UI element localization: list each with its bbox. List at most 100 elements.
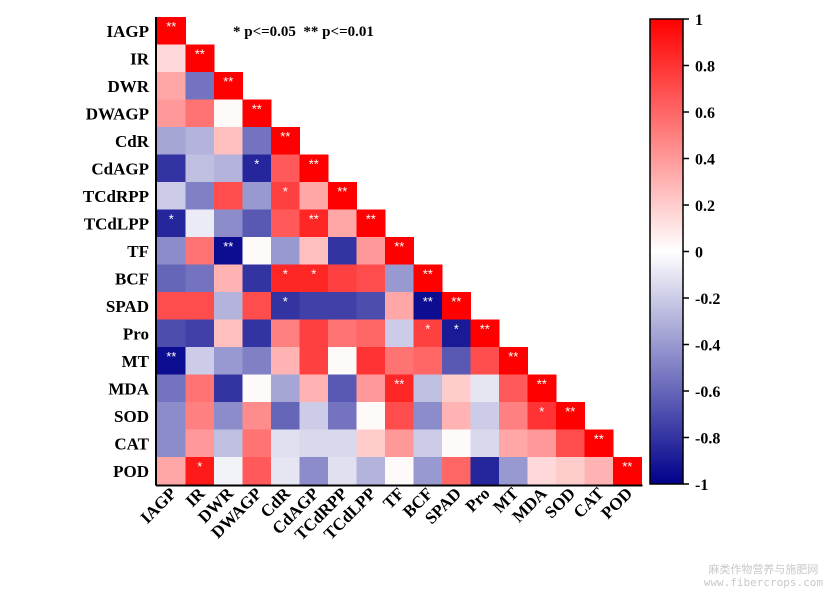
heatmap-cell — [299, 429, 329, 458]
heatmap-cell — [185, 319, 215, 348]
heatmap-cell — [157, 402, 186, 430]
heatmap-cell — [413, 374, 443, 403]
heatmap-cell — [470, 429, 500, 458]
heatmap-cell — [214, 182, 243, 210]
heatmap-cell — [185, 374, 215, 403]
heatmap-cell — [356, 402, 386, 430]
y-tick-label: DWR — [107, 77, 149, 96]
heatmap-cell — [499, 402, 528, 430]
heatmap-cell — [157, 44, 186, 73]
heatmap-cell — [242, 154, 272, 183]
heatmap-cell — [499, 374, 528, 403]
significance-star: ** — [480, 322, 490, 337]
heatmap-cell — [157, 319, 186, 348]
heatmap-cell — [385, 292, 414, 320]
heatmap-cell — [214, 209, 243, 238]
watermark-line1: 麻类作物营养与施肥网 — [708, 563, 819, 576]
heatmap-cell — [271, 209, 300, 238]
heatmap-cell — [356, 237, 386, 265]
heatmap-cell — [328, 374, 357, 403]
heatmap-cell — [499, 347, 528, 375]
heatmap-cell — [499, 429, 528, 458]
y-tick-label: TCdRPP — [83, 187, 149, 206]
significance-star: * — [254, 157, 259, 172]
heatmap-cell — [185, 457, 215, 485]
heatmap-cell — [157, 292, 186, 320]
heatmap-cell — [328, 292, 357, 320]
heatmap-cell — [185, 127, 215, 155]
colorbar-tick-label: 0.4 — [695, 152, 715, 169]
heatmap-cell — [613, 457, 642, 485]
significance-star: ** — [423, 267, 433, 282]
heatmap-cell — [242, 347, 272, 375]
heatmap-cell — [413, 319, 443, 348]
heatmap-cell — [214, 374, 243, 403]
heatmap-cell — [242, 402, 272, 430]
significance-star: * — [283, 294, 288, 309]
significance-star: * — [169, 212, 174, 227]
heatmap-cell — [385, 264, 414, 293]
heatmap-cell — [527, 402, 557, 430]
heatmap-cell — [442, 429, 471, 458]
heatmap-cell — [442, 457, 471, 485]
heatmap-cell — [157, 99, 186, 128]
heatmap-cell — [584, 457, 614, 485]
colorbar-ticks: 1 0.8 0.6 0.4 0.2 0 -0.2 -0.4 -0.6 -0.8 -1 — [683, 12, 720, 494]
heatmap-cell — [271, 402, 300, 430]
heatmap-cell — [299, 182, 329, 210]
heatmap-cell — [185, 347, 215, 375]
heatmap-cell — [271, 347, 300, 375]
significance-star: * — [454, 322, 459, 337]
heatmap-cell — [242, 209, 272, 238]
y-tick-label: IAGP — [107, 22, 150, 41]
heatmap-cell — [242, 457, 272, 485]
colorbar-gradient — [649, 18, 684, 485]
heatmap-cell — [157, 264, 186, 293]
heatmap-cell — [328, 457, 357, 485]
heatmap-cell — [527, 374, 557, 403]
heatmap-cell — [413, 264, 443, 293]
y-tick-label: MT — [122, 352, 150, 371]
heatmap-cell — [413, 429, 443, 458]
significance-legend: * p<=0.05 ** p<=0.01 — [233, 24, 374, 40]
significance-star: ** — [622, 459, 632, 474]
heatmap-cell — [328, 347, 357, 375]
heatmap-cell — [185, 44, 215, 73]
colorbar-tick-label: 0.2 — [695, 198, 715, 215]
heatmap-cell — [242, 127, 272, 155]
y-tick-label: BCF — [115, 269, 149, 288]
heatmap-cell — [185, 182, 215, 210]
heatmap-cell — [242, 264, 272, 293]
heatmap-cell — [157, 374, 186, 403]
heatmap-cell — [413, 347, 443, 375]
significance-star: * — [311, 267, 316, 282]
heatmap-cell — [271, 182, 300, 210]
heatmap-cell — [385, 319, 414, 348]
heatmap-cell — [299, 347, 329, 375]
heatmap-cell — [242, 429, 272, 458]
colorbar-tick-label: -1 — [695, 477, 708, 494]
significance-star: * — [425, 322, 430, 337]
y-tick-labels: IAGP IR DWR DWAGP CdR CdAGP TCdRPP TCdLPP TF BCF S… — [83, 22, 150, 481]
heatmap-cell — [356, 347, 386, 375]
heatmap-cell — [242, 237, 272, 265]
heatmap-cell — [271, 237, 300, 265]
heatmap-cell — [356, 319, 386, 348]
heatmap-cell — [299, 319, 329, 348]
heatmap-cell — [157, 72, 186, 100]
heatmap-cell — [442, 374, 471, 403]
y-tick-label: SPAD — [106, 297, 149, 316]
significance-star: ** — [166, 19, 176, 34]
y-tick-label: CdAGP — [91, 159, 149, 178]
heatmap-cell — [328, 264, 357, 293]
y-tick-label: MDA — [108, 379, 149, 398]
heatmap-cell — [214, 429, 243, 458]
heatmap-cell — [271, 292, 300, 320]
significance-star: ** — [309, 212, 319, 227]
heatmap-cell — [527, 457, 557, 485]
heatmap-cell — [157, 429, 186, 458]
colorbar: 1 0.8 0.6 0.4 0.2 0 -0.2 -0.4 -0.6 -0.8 -1 — [649, 12, 720, 494]
heatmap-cell — [470, 319, 500, 348]
heatmap-cell — [271, 374, 300, 403]
